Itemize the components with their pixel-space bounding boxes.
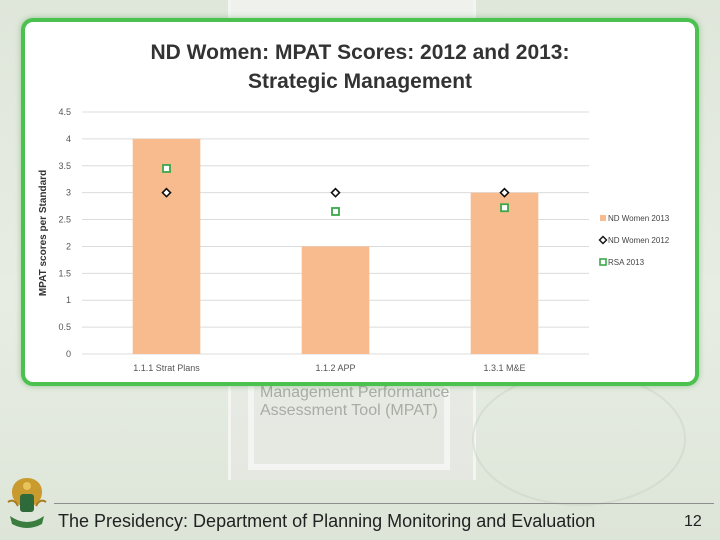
chart-title: ND Women: MPAT Scores: 2012 and 2013: St… (25, 38, 695, 96)
legend-label: RSA 2013 (608, 258, 645, 267)
x-tick-label: 1.1.1 Strat Plans (133, 363, 200, 373)
y-tick-label: 2 (66, 241, 71, 251)
coat-of-arms-icon (7, 478, 47, 528)
x-tick-label: 1.3.1 M&E (483, 363, 525, 373)
square-marker (162, 164, 171, 173)
legend-swatch (599, 258, 607, 266)
page-number: 12 (684, 513, 702, 530)
legend-label: ND Women 2012 (608, 236, 670, 245)
legend-label: ND Women 2013 (608, 214, 670, 223)
y-axis-title: MPAT scores per Standard (38, 170, 49, 296)
square-marker (331, 207, 340, 216)
y-tick-label: 3 (66, 188, 71, 198)
footer-divider (54, 503, 714, 504)
diamond-marker (499, 187, 510, 198)
y-tick-label: 0 (66, 349, 71, 359)
footer-text: The Presidency: Department of Planning M… (58, 511, 596, 531)
chart-card: ND Women: MPAT Scores: 2012 and 2013: St… (21, 18, 699, 386)
chart-title-line-1: ND Women: MPAT Scores: 2012 and 2013: (150, 41, 570, 64)
y-tick-label: 1.5 (58, 268, 71, 278)
background-seal (472, 372, 686, 506)
bar (132, 138, 201, 354)
legend-swatch (598, 235, 608, 245)
legend-swatch (600, 215, 606, 221)
y-tick-label: 0.5 (58, 322, 71, 332)
y-tick-label: 3.5 (58, 161, 71, 171)
square-marker (500, 203, 509, 213)
bar (470, 192, 539, 354)
chart-plot: 0 0.5 1 1.5 2 2.5 3 3.5 4 4.5 MPAT scores per Stan… (38, 107, 670, 373)
y-tick-label: 4 (66, 134, 71, 144)
diamond-marker (330, 187, 341, 198)
chart-title-line-2: Strategic Management (247, 70, 473, 93)
y-tick-label: 4.5 (58, 107, 71, 117)
diamond-marker (161, 187, 172, 198)
x-tick-label: 1.1.2 APP (315, 363, 355, 373)
y-tick-label: 1 (66, 295, 71, 305)
background-caption: Management Performance Assessment Tool (… (260, 384, 450, 419)
bar (301, 246, 370, 354)
y-tick-label: 2.5 (58, 215, 71, 225)
